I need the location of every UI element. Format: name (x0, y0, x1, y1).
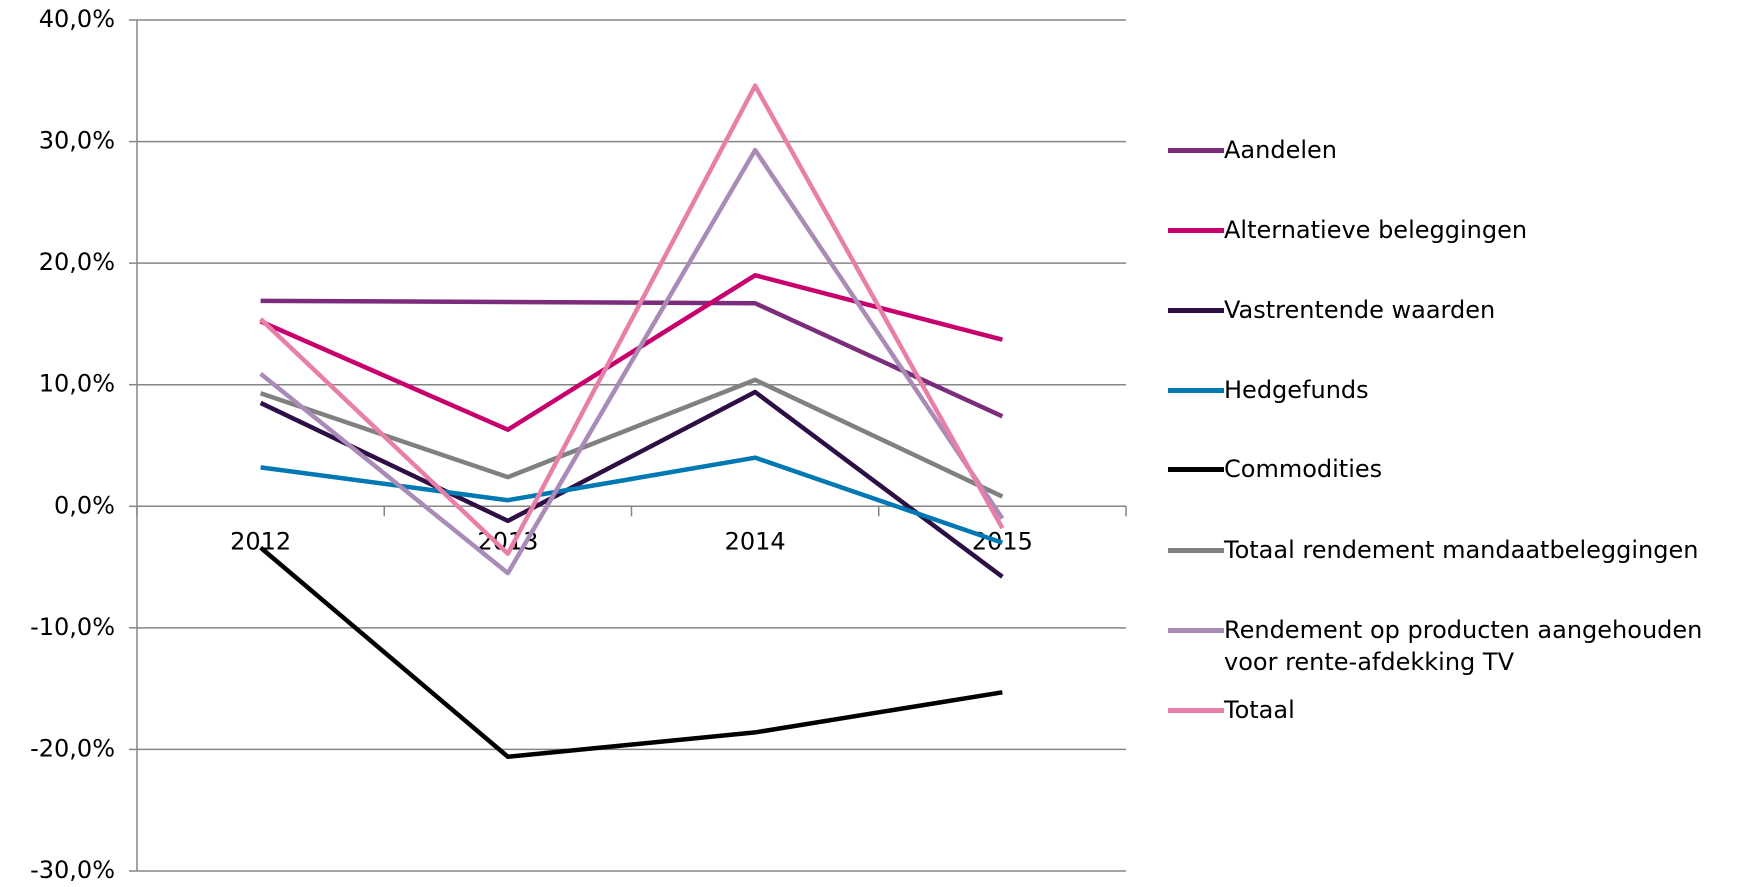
legend-swatch (1168, 308, 1224, 313)
legend-item: Aandelen (1168, 134, 1748, 166)
legend-swatch (1168, 467, 1224, 472)
y-tick-label: -10,0% (30, 613, 115, 641)
legend-swatch (1168, 628, 1224, 633)
series-line (260, 455, 1004, 545)
legend-item: Totaal rendement mandaatbeleggingen (1168, 534, 1748, 566)
legend-swatch (1168, 708, 1224, 713)
chart: -30,0% -20,0% -10,0% 0,0% 10,0% 20,0% 30,0% 40,… (30, 5, 1127, 884)
y-tick-label: 40,0% (39, 5, 115, 33)
y-tick-label: 10,0% (39, 370, 115, 398)
series-line (259, 545, 1003, 759)
legend-label: Hedgefunds (1224, 376, 1369, 404)
x-tick-label: 2012 (230, 527, 291, 555)
series-line (260, 298, 1004, 419)
legend-swatch (1168, 148, 1224, 153)
legend-swatch (1168, 228, 1224, 233)
legend-swatch (1168, 548, 1224, 553)
y-tick-label: -30,0% (30, 856, 115, 884)
series-line (259, 147, 1005, 576)
y-tick-label: 30,0% (39, 127, 115, 155)
legend-item: Hedgefunds (1168, 374, 1748, 406)
y-tick-label: -20,0% (30, 734, 115, 762)
legend-label: Alternatieve beleggingen (1224, 216, 1528, 244)
legend-label: Totaal (1224, 696, 1295, 724)
legend-item: Vastrentende waarden (1168, 294, 1748, 326)
y-tick-label: 0,0% (54, 491, 115, 519)
series-line (259, 389, 1004, 579)
legend-item: Totaal (1168, 694, 1748, 726)
legend-label: Vastrentende waarden (1224, 296, 1496, 324)
legend-label: Aandelen (1224, 136, 1337, 164)
legend-item: Alternatieve beleggingen (1168, 214, 1748, 246)
legend-item: Rendement op producten aangehouden voor … (1168, 614, 1748, 678)
legend-label: Rendement op producten aangehouden voor … (1224, 616, 1703, 676)
legend-label: Totaal rendement mandaatbeleggingen (1224, 536, 1699, 564)
legend-item: Commodities (1168, 453, 1748, 485)
legend-swatch (1168, 388, 1224, 393)
y-tick-label: 20,0% (39, 248, 115, 276)
x-tick-label: 2014 (725, 527, 786, 555)
legend-label: Commodities (1224, 455, 1383, 483)
series-line (259, 83, 1005, 556)
